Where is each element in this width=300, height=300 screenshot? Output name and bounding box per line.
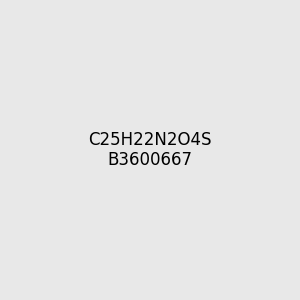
Text: C25H22N2O4S
B3600667: C25H22N2O4S B3600667	[88, 130, 212, 170]
